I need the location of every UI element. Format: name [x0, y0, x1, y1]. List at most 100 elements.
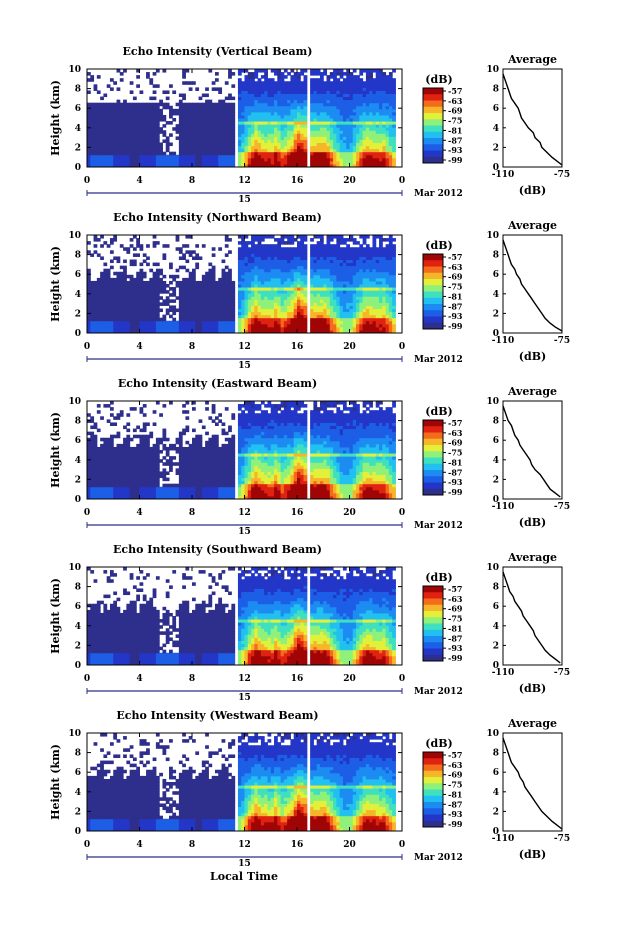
heatmap-cell	[342, 329, 347, 334]
heatmap-cell	[123, 102, 127, 107]
heatmap-cell	[260, 139, 265, 143]
heatmap-cell	[379, 154, 383, 159]
heatmap-cell	[300, 139, 305, 143]
heatmap-cell	[228, 293, 232, 297]
heatmap-cell	[185, 154, 190, 159]
heatmap-cell	[303, 142, 308, 147]
heatmap-cell	[342, 262, 347, 267]
heatmap-cell	[270, 148, 275, 153]
heatmap-cell	[287, 163, 291, 168]
heatmap-cell	[310, 69, 314, 73]
heatmap-cell	[96, 287, 101, 291]
heatmap-cell	[300, 148, 305, 153]
heatmap-cell	[257, 124, 262, 128]
heatmap-cell	[274, 265, 278, 270]
heatmap-cell	[365, 247, 370, 251]
heatmap-cell	[297, 320, 301, 325]
heatmap-cell	[349, 308, 354, 313]
heatmap-cell	[224, 329, 229, 334]
heatmap-cell	[382, 75, 387, 79]
heatmap-cell	[375, 130, 380, 134]
heatmap-cell	[237, 265, 242, 270]
colorbar-swatch	[423, 316, 443, 324]
heatmap-cell	[359, 157, 364, 162]
heatmap-cell	[87, 142, 91, 147]
heatmap-cell	[287, 290, 291, 294]
heatmap-cell	[274, 259, 278, 264]
heatmap-cell	[379, 90, 383, 94]
heatmap-cell	[175, 329, 180, 334]
heatmap-cell	[277, 302, 282, 306]
heatmap-cell	[211, 127, 216, 131]
heatmap-cell	[155, 296, 160, 300]
heatmap-cell	[146, 256, 150, 260]
heatmap-cell	[195, 157, 200, 162]
heatmap-cell	[369, 317, 373, 322]
heatmap-cell	[369, 287, 373, 291]
heatmap-cell	[244, 78, 249, 82]
heatmap-cell	[126, 111, 131, 116]
heatmap-cell	[257, 69, 262, 73]
heatmap-cell	[356, 293, 360, 297]
heatmap-cell	[139, 124, 144, 128]
heatmap-cell	[182, 69, 186, 73]
heatmap-cell	[175, 326, 180, 331]
heatmap-cell	[319, 75, 324, 79]
heatmap-cell	[119, 78, 124, 82]
heatmap-cell	[172, 160, 177, 165]
heatmap-cell	[251, 250, 255, 254]
heatmap-cell	[244, 241, 249, 245]
heatmap-cell	[329, 256, 334, 260]
heatmap-cell	[379, 75, 383, 79]
heatmap-cell	[287, 284, 291, 288]
heatmap-cell	[359, 130, 364, 134]
heatmap-cell	[109, 127, 114, 131]
heatmap-cell	[297, 121, 301, 125]
heatmap-cell	[152, 311, 157, 316]
heatmap-cell	[280, 114, 285, 119]
colorbar-frame	[422, 253, 444, 330]
heatmap-cell	[132, 102, 137, 107]
x-tick-label: 0	[399, 176, 405, 186]
heatmap-cell	[218, 305, 223, 309]
heatmap-cell	[333, 247, 337, 251]
heatmap-cell	[346, 136, 350, 140]
heatmap-cell	[346, 317, 350, 322]
heatmap-cell	[326, 121, 331, 125]
heatmap-cell	[339, 314, 344, 319]
heatmap-cell	[241, 320, 245, 325]
heatmap-cell	[329, 253, 334, 257]
heatmap-cell	[169, 326, 173, 331]
heatmap-cell	[109, 87, 114, 91]
heatmap-cell	[260, 124, 265, 128]
heatmap-cell	[274, 160, 278, 165]
heatmap-cell	[392, 268, 396, 273]
heatmap-cell	[300, 308, 305, 313]
heatmap-cell	[247, 160, 252, 165]
heatmap-cell	[369, 308, 373, 313]
heatmap-cell	[218, 284, 223, 288]
heatmap-cell	[283, 121, 288, 125]
heatmap-cell	[319, 299, 324, 303]
heatmap-cell	[316, 268, 321, 273]
heatmap-cell	[149, 142, 154, 147]
heatmap-cell	[329, 235, 334, 239]
heatmap-cell	[326, 93, 331, 98]
heatmap-cell	[244, 102, 249, 107]
heatmap-cell	[155, 302, 160, 306]
heatmap-cell	[375, 133, 380, 137]
heatmap-cell	[221, 145, 226, 150]
heatmap-cell	[316, 241, 321, 245]
heatmap-cell	[264, 305, 268, 309]
heatmap-cell	[116, 293, 121, 297]
heatmap-cell	[195, 163, 200, 168]
heatmap-cell	[375, 320, 380, 325]
heatmap-cell	[132, 121, 137, 125]
heatmap-cell	[388, 148, 393, 153]
heatmap-cell	[175, 268, 180, 273]
heatmap-cell	[139, 247, 144, 251]
heatmap-cell	[224, 108, 229, 113]
heatmap-cell	[162, 105, 167, 110]
heatmap-cell	[221, 133, 226, 137]
heatmap-cell	[303, 326, 308, 331]
